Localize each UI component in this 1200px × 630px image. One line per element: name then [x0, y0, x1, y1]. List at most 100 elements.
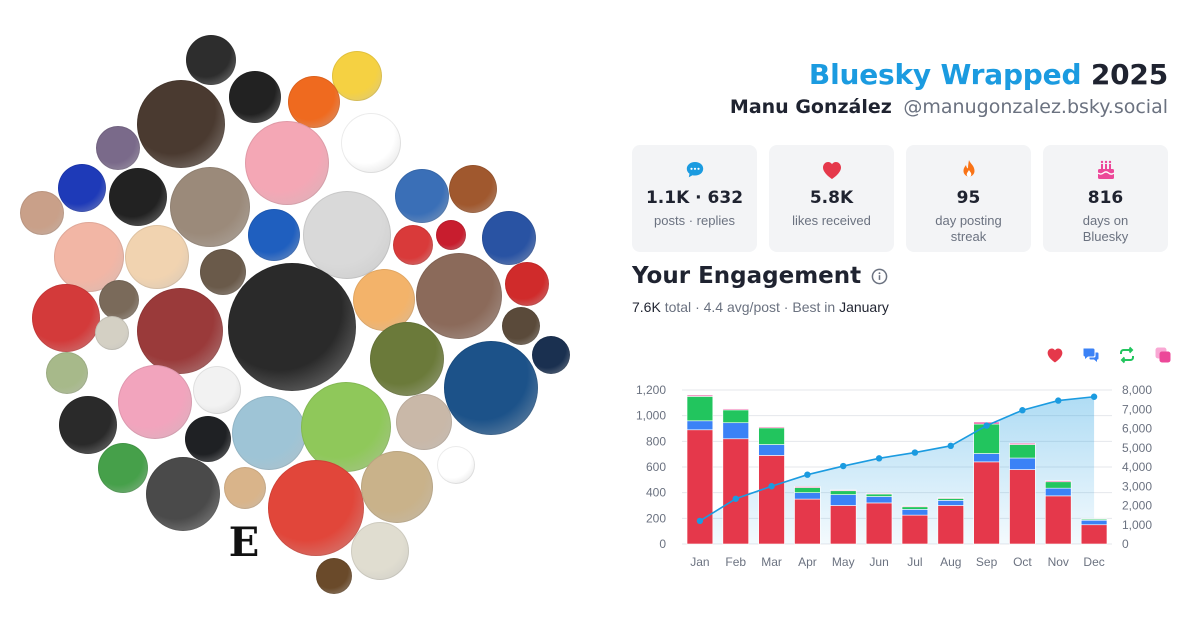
bar-segment[interactable] — [973, 453, 1000, 463]
bar-segment[interactable] — [722, 408, 749, 411]
bar-segment[interactable] — [973, 423, 1000, 454]
avatar-38[interactable] — [59, 396, 117, 454]
bar-segment[interactable] — [758, 427, 785, 445]
cumulative-point[interactable] — [1019, 407, 1026, 414]
bar-segment[interactable] — [830, 494, 857, 506]
cumulative-point[interactable] — [875, 455, 883, 462]
avatar-45[interactable] — [146, 457, 220, 531]
bar-segment[interactable] — [830, 505, 857, 545]
bar-segment[interactable] — [1080, 524, 1108, 545]
bar-segment[interactable] — [758, 444, 785, 456]
avatar-4[interactable] — [288, 76, 340, 128]
bar-segment[interactable] — [865, 502, 893, 545]
cumulative-point[interactable] — [947, 442, 954, 450]
bar-segment[interactable] — [830, 490, 857, 495]
bar-segment[interactable] — [1080, 518, 1108, 520]
avatar-48[interactable] — [361, 451, 433, 523]
avatar-42[interactable] — [396, 394, 452, 450]
bar-segment[interactable] — [686, 420, 714, 431]
avatar-2[interactable] — [332, 51, 382, 101]
avatar-7[interactable] — [341, 113, 401, 173]
avatar-24[interactable] — [416, 253, 502, 339]
avatar-26[interactable] — [99, 280, 139, 320]
bar-segment[interactable] — [686, 394, 714, 397]
avatar-35[interactable] — [46, 352, 88, 394]
avatar-34[interactable] — [95, 316, 129, 350]
avatar-20[interactable] — [482, 211, 536, 265]
avatar-8[interactable] — [96, 126, 140, 170]
avatar-3[interactable] — [229, 71, 281, 123]
avatar-18[interactable] — [393, 225, 433, 265]
bar-segment[interactable] — [901, 509, 929, 516]
avatar-13[interactable] — [449, 165, 497, 213]
avatar-49[interactable] — [351, 522, 409, 580]
avatar-37[interactable] — [193, 366, 241, 414]
avatar-30[interactable] — [370, 322, 444, 396]
avatar-39[interactable] — [185, 416, 231, 462]
avatar-10[interactable] — [109, 168, 167, 226]
legend-reposts-repost-icon[interactable] — [1118, 346, 1136, 364]
bar-segment[interactable] — [1045, 481, 1072, 489]
cumulative-point[interactable] — [1055, 397, 1062, 404]
bar-segment[interactable] — [686, 396, 714, 422]
avatar-16[interactable] — [248, 209, 300, 261]
cumulative-point[interactable] — [1090, 393, 1098, 400]
cumulative-point[interactable] — [696, 517, 704, 525]
cumulative-point[interactable] — [840, 462, 847, 470]
avatar-5[interactable] — [137, 80, 225, 168]
bar-segment[interactable] — [937, 497, 964, 499]
bar-segment[interactable] — [901, 514, 929, 545]
avatar-43[interactable] — [437, 446, 475, 484]
cumulative-point[interactable] — [732, 495, 739, 502]
cumulative-point[interactable] — [804, 471, 811, 478]
bar-segment[interactable] — [1009, 469, 1036, 545]
avatar-31[interactable] — [502, 307, 540, 345]
cumulative-point[interactable] — [768, 483, 775, 490]
avatar-36[interactable] — [118, 365, 192, 439]
legend-likes-heart-icon[interactable] — [1046, 346, 1064, 364]
avatar-11[interactable] — [170, 167, 250, 247]
bar-segment[interactable] — [794, 486, 821, 488]
avatar-9[interactable] — [58, 164, 106, 212]
bar-segment[interactable] — [865, 493, 893, 497]
cumulative-point[interactable] — [911, 449, 919, 456]
avatar-1[interactable] — [186, 35, 236, 85]
legend-quotes-quote-icon[interactable] — [1154, 346, 1172, 364]
bar-segment[interactable] — [937, 505, 964, 545]
avatar-22[interactable] — [200, 249, 246, 295]
bar-segment[interactable] — [1080, 519, 1108, 526]
bar-segment[interactable] — [1045, 495, 1072, 545]
bar-segment[interactable] — [901, 506, 929, 510]
avatar-23[interactable] — [353, 269, 415, 331]
bar-segment[interactable] — [1045, 480, 1072, 483]
bar-segment[interactable] — [973, 461, 1000, 545]
avatar-40[interactable] — [232, 396, 306, 470]
avatar-12[interactable] — [395, 169, 449, 223]
avatar-27[interactable] — [32, 284, 100, 352]
bar-segment[interactable] — [794, 487, 821, 493]
bar-segment[interactable] — [1009, 457, 1036, 470]
bar-segment[interactable] — [794, 498, 821, 545]
bar-segment[interactable] — [722, 409, 749, 424]
avatar-29[interactable] — [228, 263, 356, 391]
avatar-33[interactable] — [532, 336, 570, 374]
avatar-15[interactable] — [125, 225, 189, 289]
bar-segment[interactable] — [1045, 487, 1072, 497]
avatar-32[interactable] — [444, 341, 538, 435]
bar-segment[interactable] — [794, 492, 821, 500]
bar-segment[interactable] — [865, 492, 893, 495]
bar-segment[interactable] — [830, 489, 857, 492]
bar-segment[interactable] — [722, 438, 749, 545]
avatar-46[interactable] — [224, 467, 266, 509]
avatar-47[interactable] — [268, 460, 364, 556]
avatar-28[interactable] — [137, 288, 223, 374]
legend-replies-reply-icon[interactable] — [1082, 346, 1100, 364]
bar-segment[interactable] — [722, 422, 749, 440]
info-icon[interactable] — [871, 268, 888, 285]
bar-segment[interactable] — [758, 426, 785, 429]
bar-segment[interactable] — [1009, 444, 1036, 459]
cumulative-point[interactable] — [983, 422, 990, 429]
user-handle[interactable]: @manugonzalez.bsky.social — [903, 96, 1168, 118]
bar-segment[interactable] — [686, 429, 714, 545]
bar-segment[interactable] — [901, 505, 929, 508]
